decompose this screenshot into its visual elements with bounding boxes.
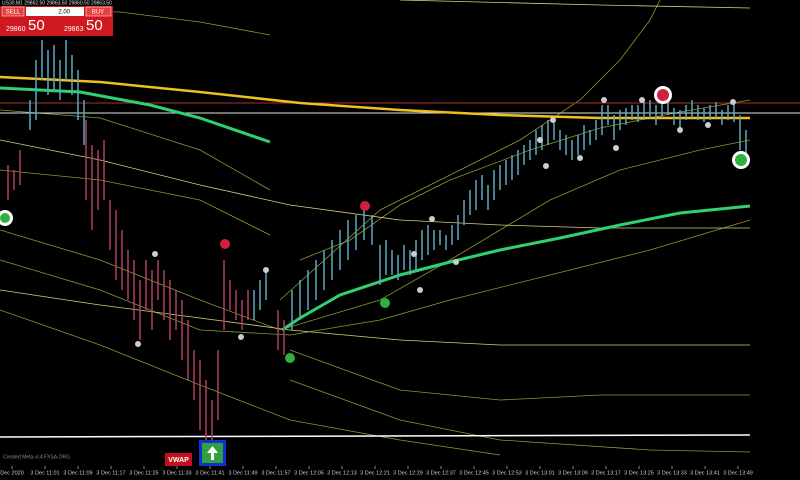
time-label: 3 Dec 11:17	[96, 470, 125, 476]
time-label: 3 Dec 12:05	[294, 470, 324, 476]
time-label: 3 Dec 13:17	[591, 470, 621, 476]
time-label: 3 Dec 11:41	[195, 470, 224, 476]
time-label: 3 Dec 12:13	[327, 470, 357, 476]
vwap-label: VWAP	[168, 457, 189, 464]
candles-up	[29, 40, 747, 330]
time-label: 3 Dec 13:41	[690, 470, 720, 476]
buy-price: 29863	[64, 26, 84, 33]
time-label: Dec 2020	[0, 470, 24, 476]
time-label: 3 Dec 11:09	[63, 470, 92, 476]
sell-button[interactable]	[1, 6, 25, 17]
time-label: 3 Dec 12:29	[393, 470, 423, 476]
buy-label: BUY	[92, 10, 104, 16]
time-label: 3 Dec 11:01	[30, 470, 59, 476]
sell-label: SELL	[6, 10, 21, 16]
lot-value: 2.00	[58, 10, 70, 16]
level-line	[0, 434, 751, 438]
ma-slow	[0, 75, 750, 120]
time-label: 3 Dec 13:09	[558, 470, 588, 476]
time-label: 3 Dec 12:37	[426, 470, 456, 476]
watermark: Created Meta-vl.4 FXSA.ORG	[3, 454, 70, 460]
time-label: 3 Dec 11:25	[129, 470, 158, 476]
time-label: 3 Dec 11:49	[228, 470, 257, 476]
time-label: 3 Dec 13:01	[525, 470, 555, 476]
symbol-line: US30,M1 29862.50 29863.50 29860.50 29863…	[2, 0, 112, 6]
sell-price: 29860	[6, 26, 26, 33]
buy-button[interactable]	[85, 6, 112, 17]
time-label: 3 Dec 12:21	[360, 470, 390, 476]
time-label: 3 Dec 12:45	[459, 470, 489, 476]
candles-down	[7, 120, 285, 440]
time-label: 3 Dec 11:57	[261, 470, 290, 476]
up-arrow	[207, 446, 218, 460]
bands-light	[0, 0, 751, 346]
time-label: 3 Dec 11:33	[162, 470, 191, 476]
ma-fast	[0, 86, 271, 144]
vwap-button[interactable]	[165, 453, 192, 466]
time-label: 3 Dec 13:49	[723, 470, 753, 476]
lot-input[interactable]	[26, 7, 84, 16]
time-label: 3 Dec 13:33	[657, 470, 687, 476]
time-label: 3 Dec 12:53	[492, 470, 522, 476]
signals	[0, 86, 750, 363]
buy-price-big: 50	[86, 17, 103, 34]
time-axis: Dec 2020 3 Dec 11:01 3 Dec 11:09 3 Dec 11:1…	[0, 466, 753, 476]
sell-price-big: 50	[28, 17, 45, 34]
ma-fast	[281, 204, 751, 332]
time-label: 3 Dec 13:25	[624, 470, 654, 476]
